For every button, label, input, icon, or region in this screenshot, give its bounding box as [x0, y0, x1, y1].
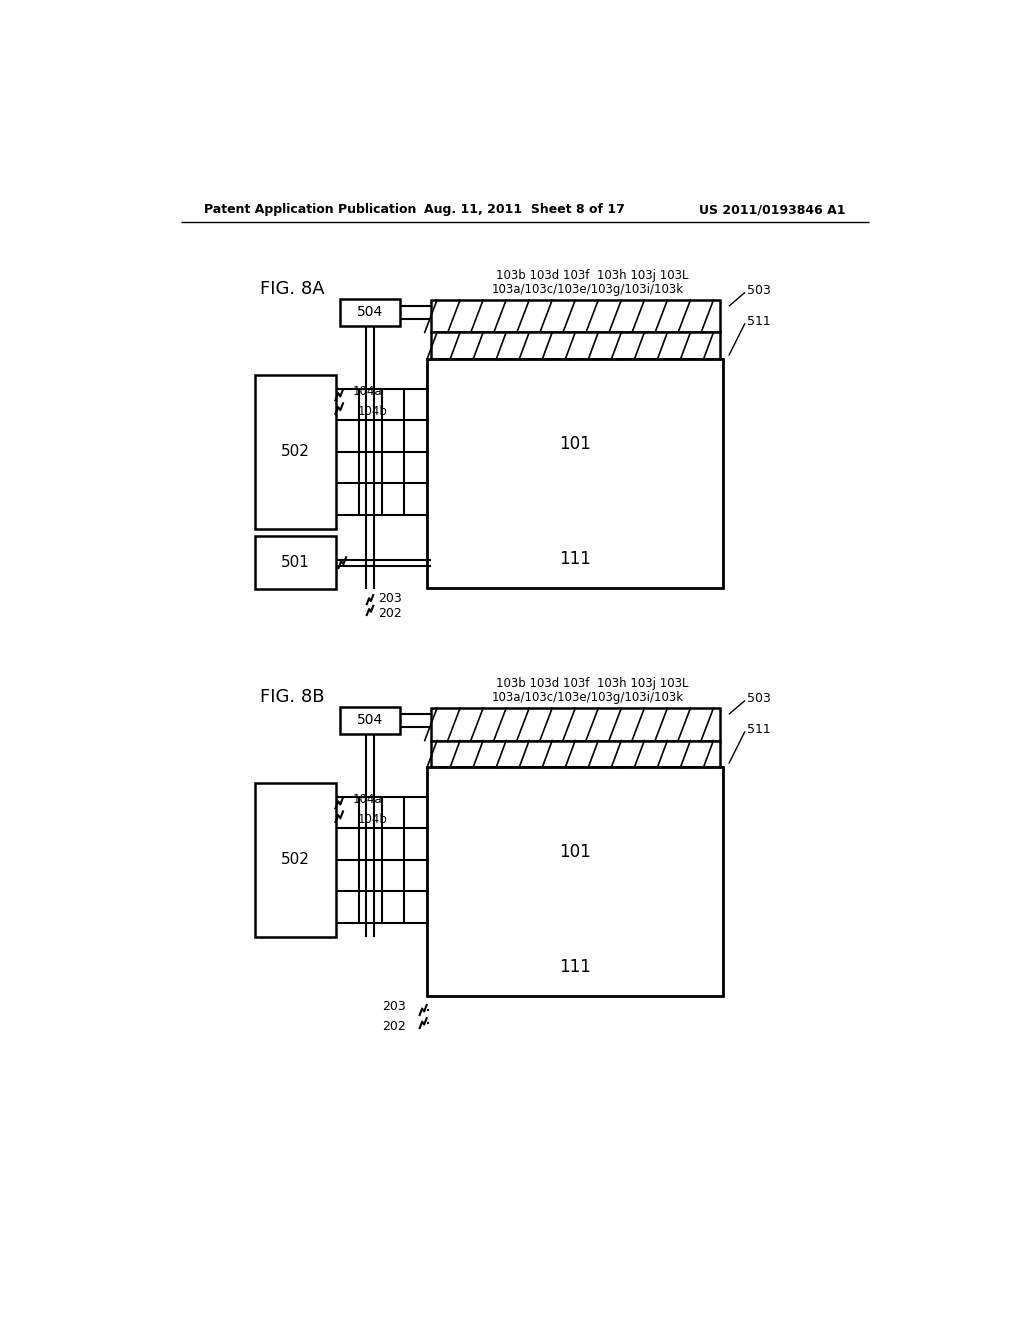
Bar — [340, 706, 400, 734]
Text: 103b 103d 103f  103h 103j 103L: 103b 103d 103f 103h 103j 103L — [497, 677, 689, 690]
Bar — [460, 519, 691, 535]
Bar — [255, 375, 336, 529]
Bar — [431, 333, 720, 359]
Bar — [431, 942, 720, 993]
Bar — [431, 535, 720, 585]
Bar — [255, 783, 336, 937]
Text: 503: 503 — [746, 284, 770, 297]
Text: Aug. 11, 2011  Sheet 8 of 17: Aug. 11, 2011 Sheet 8 of 17 — [424, 203, 626, 216]
Text: 104b: 104b — [357, 813, 388, 826]
Text: 504: 504 — [357, 305, 383, 319]
Bar — [460, 927, 691, 942]
Text: FIG. 8A: FIG. 8A — [260, 280, 325, 298]
Text: 511: 511 — [746, 315, 770, 329]
Text: 502: 502 — [282, 853, 310, 867]
Bar — [427, 767, 724, 997]
Bar — [460, 368, 691, 519]
Text: 103b 103d 103f  103h 103j 103L: 103b 103d 103f 103h 103j 103L — [497, 269, 689, 282]
Text: 504: 504 — [357, 714, 383, 727]
Bar — [431, 300, 720, 333]
Text: 503: 503 — [746, 693, 770, 705]
Text: 104a: 104a — [353, 793, 383, 807]
Text: 101: 101 — [559, 842, 591, 861]
Bar — [340, 298, 400, 326]
Bar — [255, 536, 336, 589]
Text: FIG. 8B: FIG. 8B — [260, 689, 325, 706]
Text: 103a/103c/103e/103g/103i/103k: 103a/103c/103e/103g/103i/103k — [492, 282, 684, 296]
Text: 104b: 104b — [357, 405, 388, 418]
Text: 111: 111 — [559, 550, 591, 568]
Text: 101: 101 — [559, 434, 591, 453]
Text: Patent Application Publication: Patent Application Publication — [204, 203, 416, 216]
Text: 203: 203 — [379, 591, 402, 605]
Text: 111: 111 — [559, 958, 591, 977]
Text: 103a/103c/103e/103g/103i/103k: 103a/103c/103e/103g/103i/103k — [492, 690, 684, 704]
Text: 501: 501 — [282, 556, 310, 570]
Text: 203: 203 — [383, 1001, 407, 1014]
Bar — [460, 776, 691, 927]
Bar — [427, 359, 724, 589]
Text: 502: 502 — [282, 445, 310, 459]
Text: 202: 202 — [379, 607, 402, 620]
Text: 202: 202 — [383, 1020, 407, 1034]
Bar — [431, 741, 720, 767]
Text: 511: 511 — [746, 723, 770, 737]
Bar — [431, 708, 720, 741]
Text: US 2011/0193846 A1: US 2011/0193846 A1 — [699, 203, 846, 216]
Text: 104a: 104a — [353, 385, 383, 399]
